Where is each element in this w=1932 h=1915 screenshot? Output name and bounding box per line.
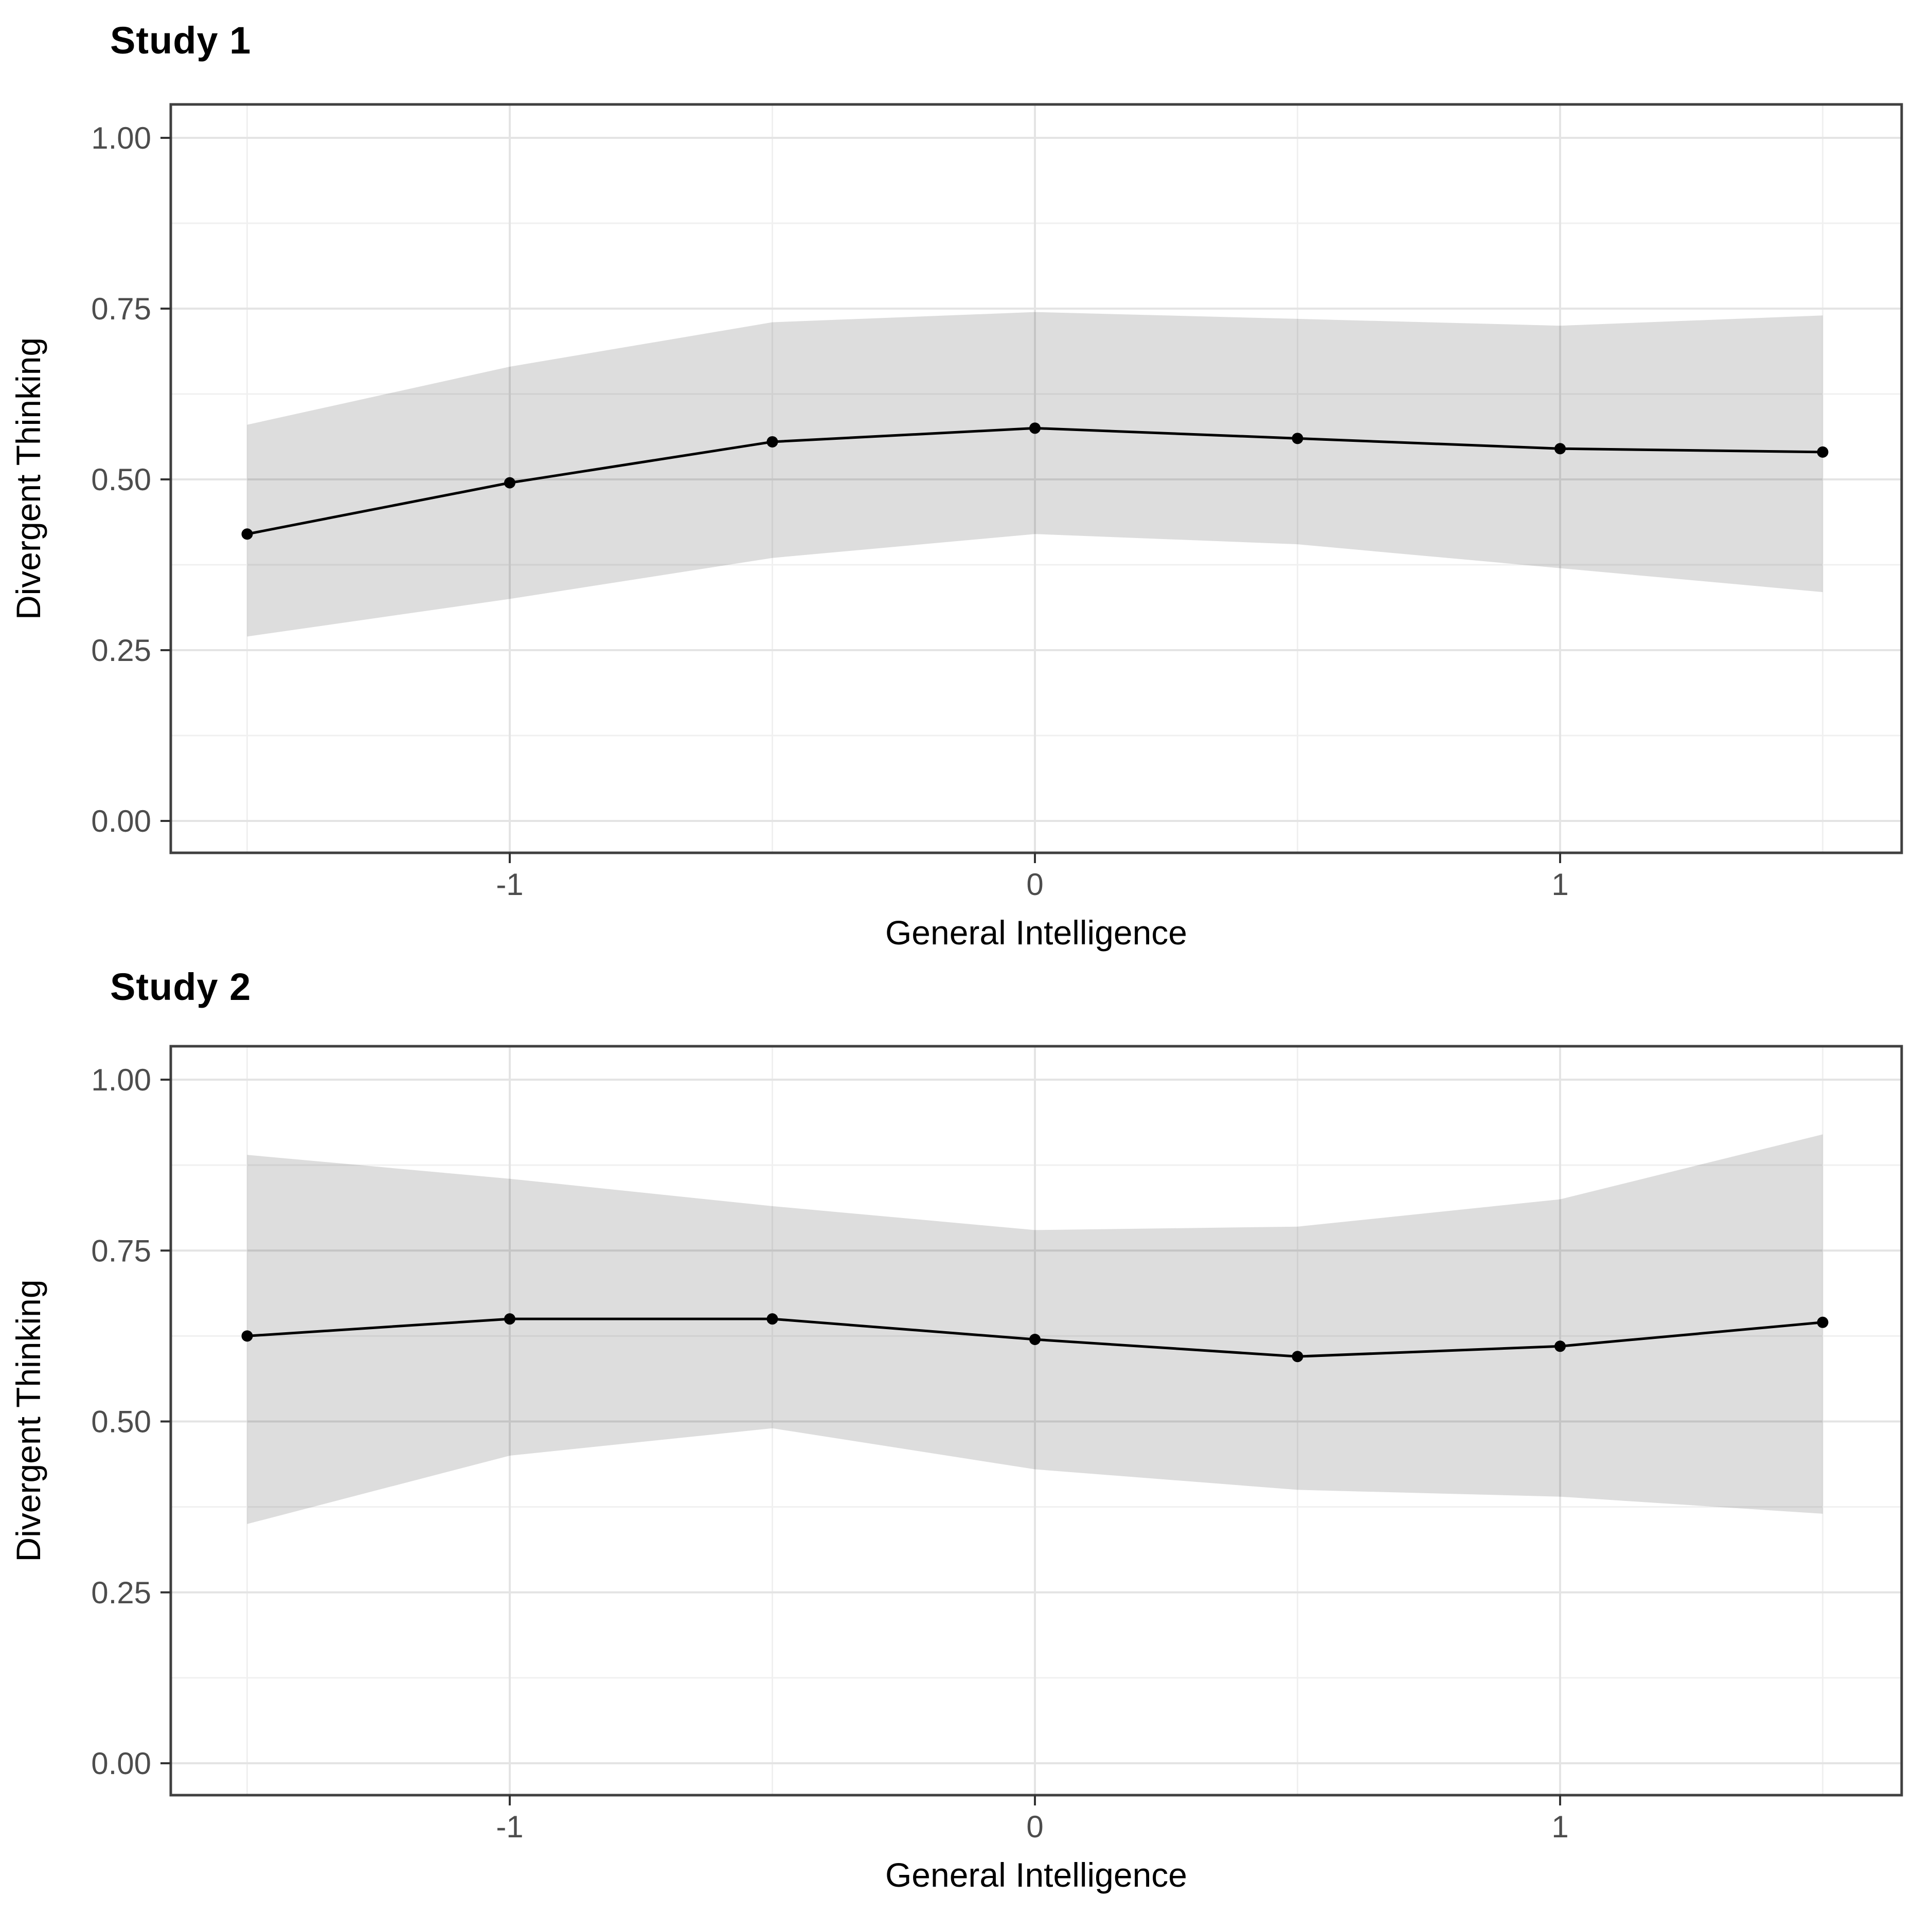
data-point <box>1292 433 1303 444</box>
data-point <box>766 436 778 448</box>
x-tick-label: -1 <box>496 867 523 902</box>
y-tick-label: 0.25 <box>91 1576 151 1610</box>
data-point <box>241 1330 253 1342</box>
data-point <box>504 1313 515 1325</box>
x-axis-title: General Intelligence <box>885 914 1187 952</box>
x-tick-label: -1 <box>496 1810 523 1844</box>
data-point <box>1029 422 1041 434</box>
y-tick-label: 0.00 <box>91 1746 151 1781</box>
y-tick-label: 0.50 <box>91 462 151 497</box>
data-point <box>1292 1351 1303 1363</box>
data-point <box>1554 443 1566 455</box>
data-point <box>504 477 515 489</box>
y-axis-title: Divergent Thinking <box>9 337 47 620</box>
data-point <box>766 1313 778 1325</box>
x-axis-title: General Intelligence <box>885 1856 1187 1894</box>
x-tick-label: 0 <box>1026 867 1043 902</box>
panel-title-study-1: Study 1 <box>110 19 252 62</box>
panel-title-study-2: Study 2 <box>110 965 252 1008</box>
data-point <box>1817 446 1829 458</box>
y-axis-title: Divergent Thinking <box>9 1279 47 1562</box>
data-point <box>1029 1334 1041 1346</box>
y-tick-label: 0.75 <box>91 1233 151 1268</box>
x-tick-label: 1 <box>1551 867 1568 902</box>
data-point <box>241 528 253 540</box>
y-tick-label: 0.00 <box>91 804 151 838</box>
y-tick-label: 1.00 <box>91 121 151 155</box>
confidence-ribbon <box>247 1134 1823 1524</box>
data-point <box>1554 1340 1566 1352</box>
x-tick-label: 1 <box>1551 1810 1568 1844</box>
y-tick-label: 0.75 <box>91 292 151 326</box>
data-point <box>1817 1316 1829 1328</box>
y-tick-label: 1.00 <box>91 1063 151 1097</box>
y-tick-label: 0.25 <box>91 633 151 668</box>
x-tick-label: 0 <box>1026 1810 1043 1844</box>
y-tick-label: 0.50 <box>91 1405 151 1439</box>
confidence-ribbon <box>247 312 1823 637</box>
